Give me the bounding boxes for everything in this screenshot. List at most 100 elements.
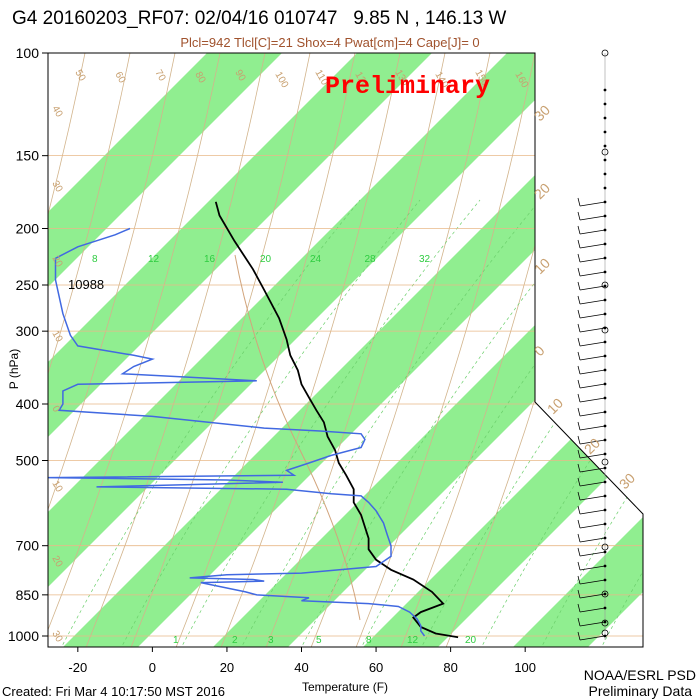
wind-barb-flag: [577, 253, 581, 263]
series-temperature-line: [214, 201, 459, 639]
wind-calm-circle: [601, 326, 609, 334]
wind-barb-flag: [577, 505, 581, 515]
wind-barb-flag: [577, 449, 581, 459]
theta-label: 100: [272, 70, 290, 90]
x-tick-label: 60: [369, 660, 383, 675]
wind-barb: [579, 327, 606, 333]
wind-barb-flag: [577, 575, 581, 585]
y-tick-label: 400: [16, 396, 40, 412]
left-edge-label: 20: [49, 254, 64, 270]
moist-adiabat: [119, 199, 421, 647]
wind-barb: [579, 453, 606, 459]
dry-adiabat: [174, 53, 356, 647]
chart-title: G4 20160203_RF07: 02/04/16 010747 9.85 N…: [12, 8, 507, 29]
y-tick-label: 700: [16, 538, 40, 554]
wind-calm-circle: [601, 619, 609, 627]
wind-barb-dot: [603, 172, 607, 176]
moist-adiabat: [59, 199, 361, 647]
wind-barb-flag: [577, 421, 581, 431]
wind-barb-flag: [577, 617, 581, 627]
wind-barb-flag: [577, 435, 581, 445]
moist-adiabat: [239, 199, 541, 647]
wind-barb: [579, 495, 606, 501]
x-axis-label: Temperature (F): [302, 680, 389, 694]
wind-barb-flag: [577, 281, 581, 291]
x-tick-label: 20: [220, 660, 234, 675]
chart-subtitle: Plcl=942 Tlcl[C]=21 Shox=4 Pwat[cm]=4 Ca…: [180, 35, 480, 50]
preliminary-watermark: Preliminary: [325, 72, 490, 101]
wind-barb: [579, 579, 606, 585]
wind-calm-circle: [601, 590, 609, 598]
theta-e-label: 10: [544, 395, 566, 417]
wind-barb-flag: [577, 533, 581, 543]
wind-barb-dot: [603, 186, 607, 190]
isotherm-band: [48, 53, 635, 647]
y-tick-label: 250: [16, 277, 40, 293]
wind-barb: [579, 593, 606, 599]
mixing-ratio-label: 28: [365, 254, 377, 265]
mixing-ratio-label: 8: [92, 254, 98, 265]
wind-barb: [579, 551, 606, 557]
mixing-ratio-label-lower: 3: [268, 635, 274, 646]
wind-barb-flag: [577, 323, 581, 333]
wind-barb: [579, 425, 606, 431]
dry-adiabat: [84, 53, 266, 647]
y-tick-label: 100: [16, 45, 40, 61]
dry-adiabat: [219, 53, 401, 647]
wind-barb-flag: [577, 589, 581, 599]
wind-barb-flag: [577, 547, 581, 557]
wind-barb-flag: [577, 407, 581, 417]
left-edge-label: 30: [49, 629, 64, 645]
wind-barb-flag: [577, 379, 581, 389]
isotherm-band: [48, 53, 485, 647]
moist-adiabat: [539, 199, 643, 647]
wind-barb: [579, 243, 606, 249]
wind-barb: [579, 411, 606, 417]
wind-barb: [579, 439, 606, 445]
wind-barbs: [577, 49, 609, 641]
left-edge-label: 10: [49, 479, 64, 495]
wind-barb-flag: [577, 211, 581, 221]
wind-barb: [579, 467, 606, 473]
wind-barb-flag: [577, 239, 581, 249]
dry-adiabat: [129, 53, 311, 647]
wind-barb: [579, 313, 606, 319]
wind-barb-flag: [577, 309, 581, 319]
dry-adiabat: [48, 53, 176, 647]
left-edge-label: 10: [49, 329, 64, 345]
wind-barb: [579, 383, 606, 389]
mixing-ratio-label-lower: 1: [173, 635, 179, 646]
wind-barb-flag: [577, 603, 581, 613]
dry-adiabat: [48, 53, 131, 647]
wind-barb: [579, 257, 606, 263]
mixing-ratio-label-lower: 8: [366, 635, 372, 646]
wind-calm-circle: [601, 458, 609, 466]
height-label: 10988: [68, 277, 104, 292]
wind-barb: [579, 621, 606, 627]
wind-barb-flag: [577, 477, 581, 487]
y-tick-label: 850: [16, 587, 40, 603]
left-edge-label: 30: [49, 179, 64, 195]
wind-barb-dot: [603, 144, 607, 148]
wind-barb: [579, 341, 606, 347]
wind-barb: [579, 635, 606, 641]
isotherm-band: [310, 53, 643, 647]
y-axis-label: P (hPa): [7, 348, 22, 390]
wind-barb-dot: [603, 158, 607, 162]
mixing-ratio-label-lower: 2: [232, 635, 238, 646]
series-dewpoint-line: [48, 227, 426, 637]
wind-barb: [579, 229, 606, 235]
dry-adiabat: [354, 53, 536, 647]
created-timestamp: Created: Fri Mar 4 10:17:50 MST 2016: [2, 684, 226, 699]
wind-barb-flag: [577, 365, 581, 375]
y-tick-label: 500: [16, 452, 40, 468]
wind-barb-flag: [577, 295, 581, 305]
x-tick-label: 80: [443, 660, 457, 675]
wind-calm-circle: [601, 543, 609, 551]
y-tick-label: 150: [16, 148, 40, 164]
dry-adiabat: [309, 53, 491, 647]
wind-barb-flag: [577, 393, 581, 403]
wind-barb: [579, 565, 606, 571]
